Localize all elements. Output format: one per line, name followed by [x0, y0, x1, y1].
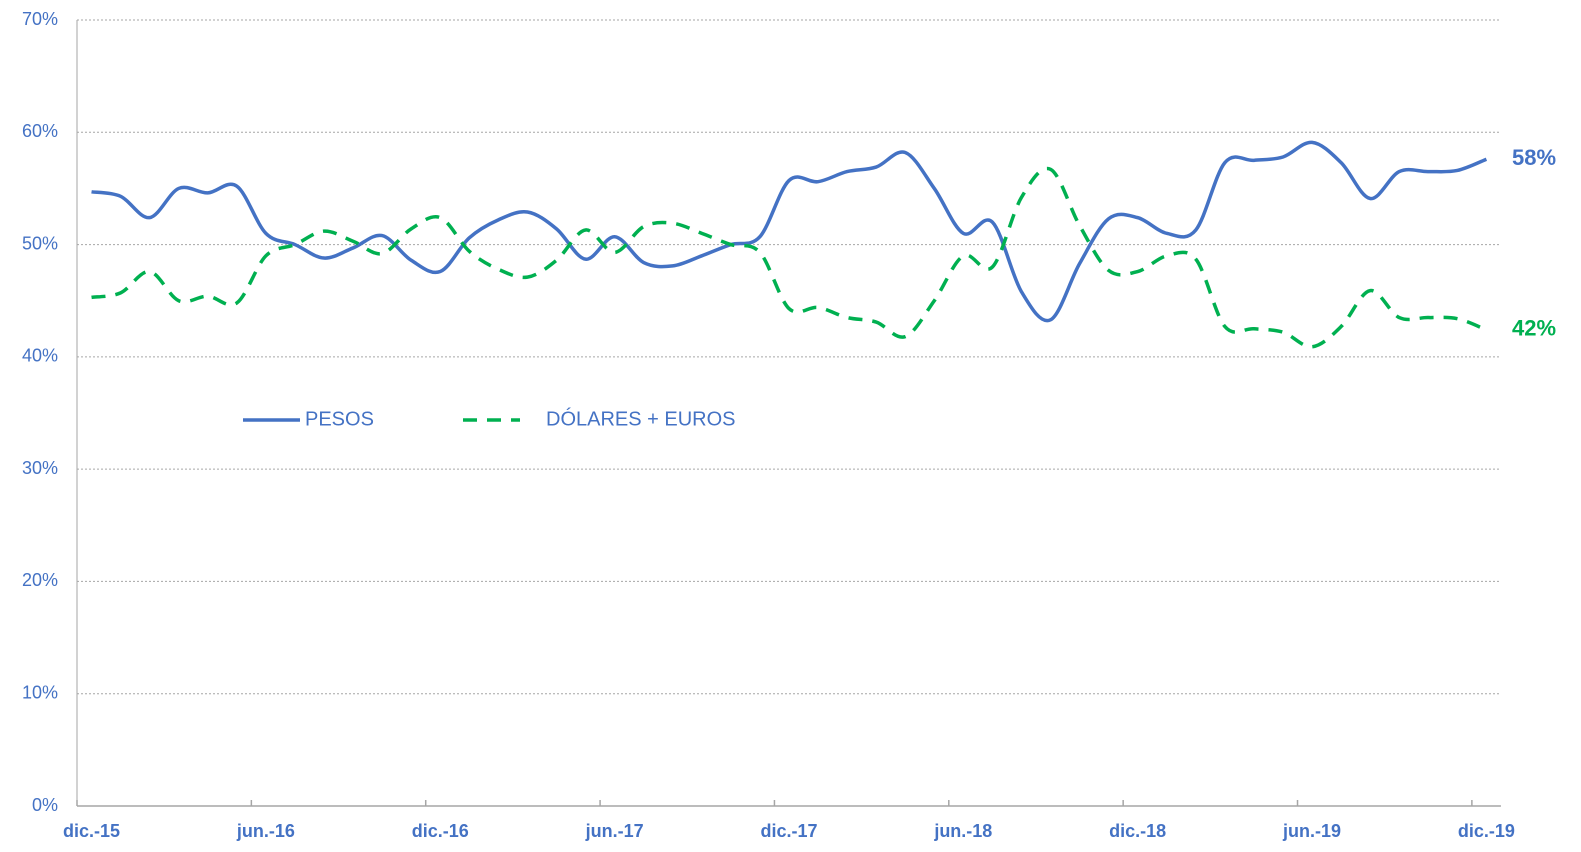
x-tick-label: dic.-19 [1458, 821, 1515, 841]
y-tick-label: 20% [22, 570, 58, 590]
legend-label: PESOS [305, 408, 374, 430]
x-tick-label: dic.-16 [412, 821, 469, 841]
y-tick-label: 70% [22, 9, 58, 29]
x-tick-label: dic.-17 [760, 821, 817, 841]
x-tick-label: jun.-18 [933, 821, 992, 841]
x-tick-label: dic.-15 [63, 821, 120, 841]
y-tick-label: 30% [22, 458, 58, 478]
y-tick-label: 10% [22, 682, 58, 702]
end-label: 42% [1512, 316, 1556, 341]
end-label: 58% [1512, 145, 1556, 170]
y-tick-label: 40% [22, 346, 58, 366]
series-line [91, 140, 1488, 323]
x-tick-label: jun.-17 [585, 821, 644, 841]
x-tick-label: jun.-19 [1282, 821, 1341, 841]
y-tick-label: 0% [32, 795, 58, 815]
x-tick-label: dic.-18 [1109, 821, 1166, 841]
x-tick-label: jun.-16 [236, 821, 295, 841]
y-tick-label: 50% [22, 233, 58, 253]
legend-label: DÓLARES + EUROS [546, 407, 736, 430]
y-tick-label: 60% [22, 121, 58, 141]
series-line [91, 166, 1488, 349]
